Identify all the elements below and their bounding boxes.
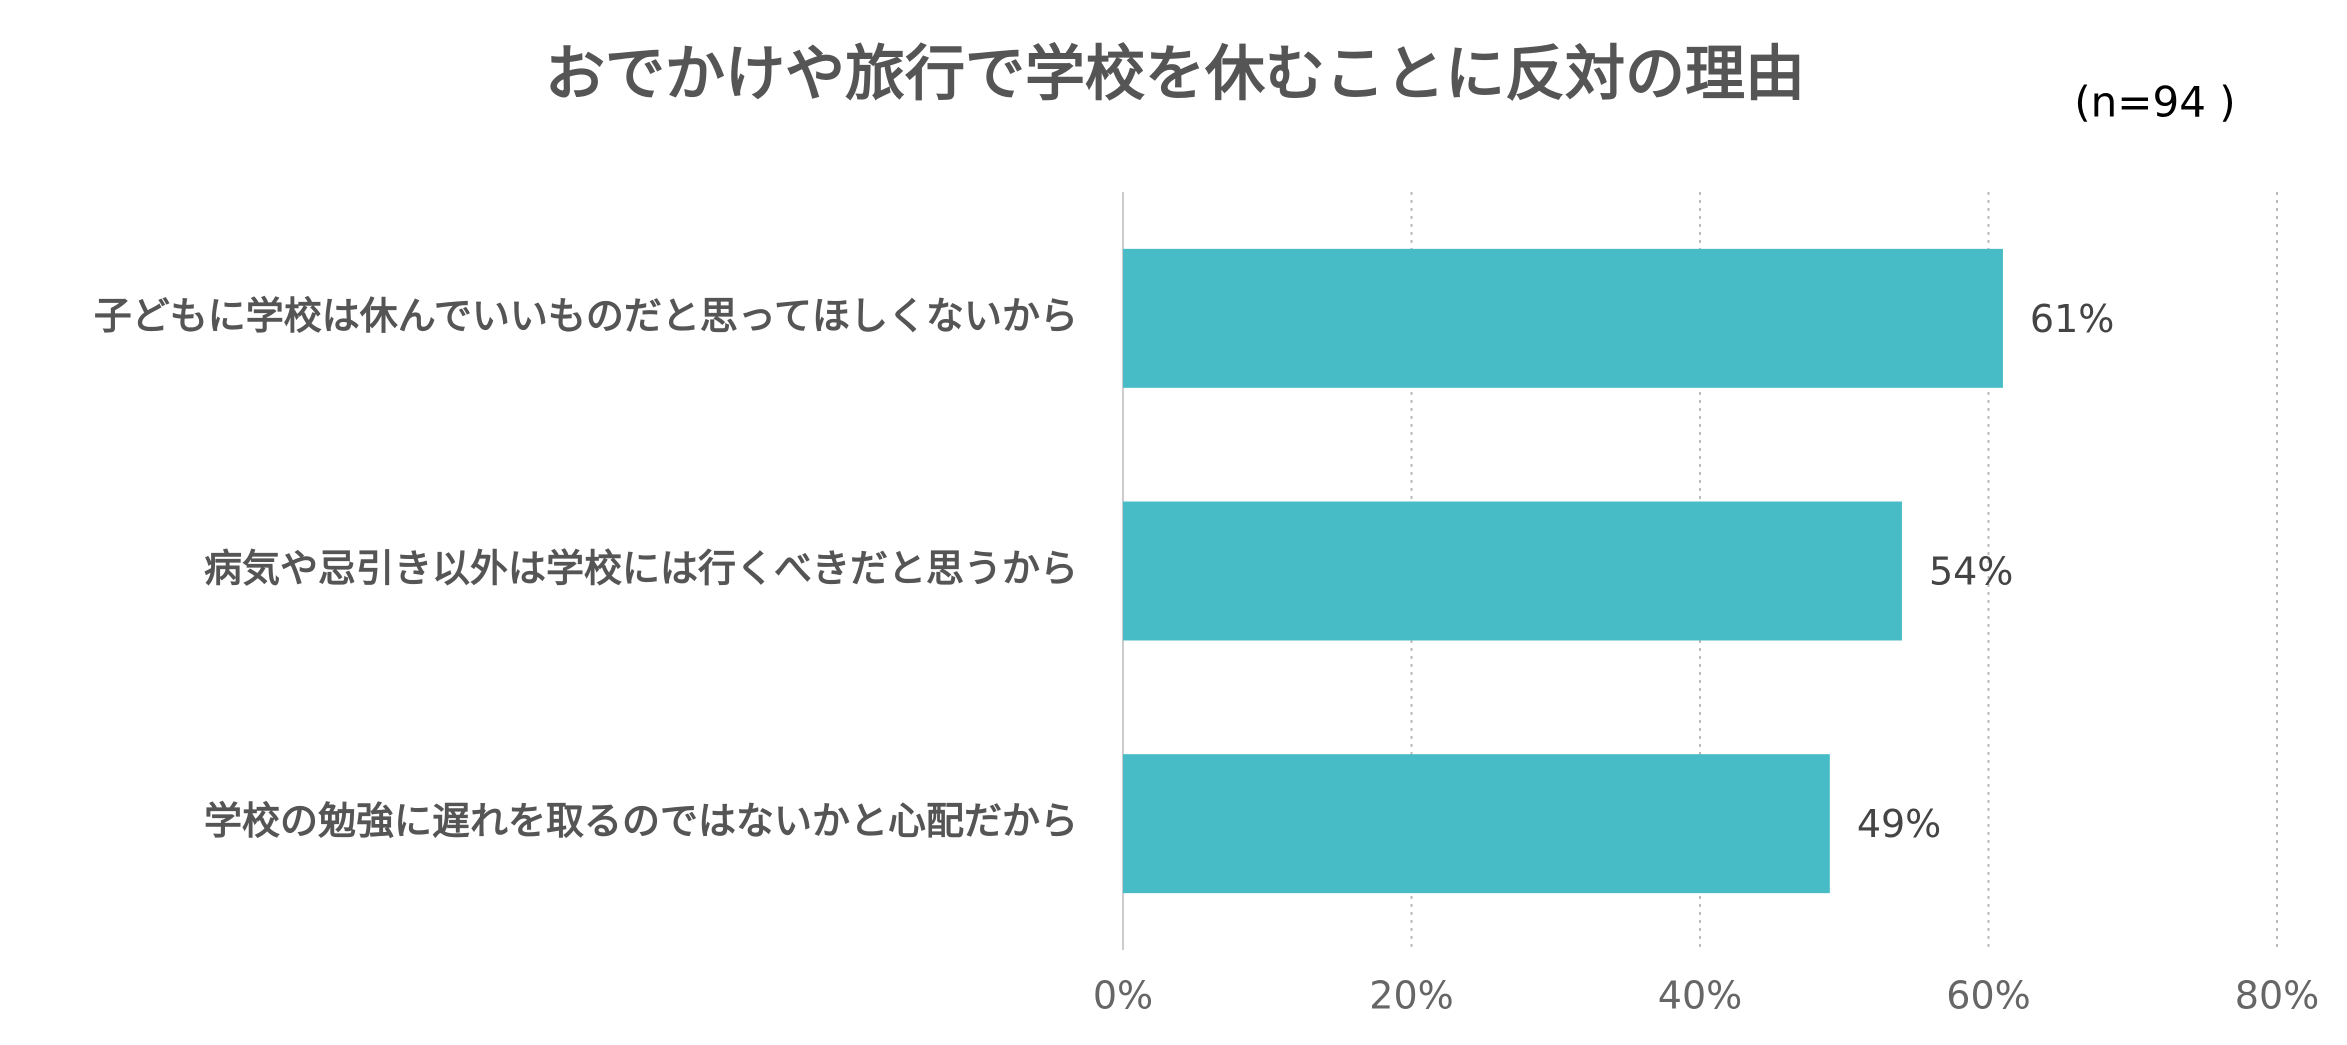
bar [1123, 501, 1902, 641]
x-tick-label: 80% [2235, 974, 2319, 1018]
x-tick-label: 20% [1369, 974, 1453, 1018]
sample-note: (n=94 ) [2074, 78, 2235, 127]
x-tick-label: 0% [1093, 974, 1153, 1018]
value-label: 49% [1857, 802, 1941, 846]
x-tick-label: 40% [1658, 974, 1742, 1018]
x-tick-label: 60% [1946, 974, 2030, 1018]
category-label: 病気や忌引き以外は学校には行くべきだと思うから [204, 547, 1078, 591]
value-label: 61% [2030, 297, 2114, 341]
chart-title: おでかけや旅行で学校を休むことに反対の理由 [545, 40, 1805, 110]
value-label: 54% [1929, 550, 2013, 594]
bar [1123, 754, 1830, 894]
category-label: 子どもに学校は休んでいいものだと思ってほしくないから [94, 294, 1078, 338]
bar [1123, 248, 2003, 388]
category-label: 学校の勉強に遅れを取るのではないかと心配だから [204, 799, 1078, 843]
